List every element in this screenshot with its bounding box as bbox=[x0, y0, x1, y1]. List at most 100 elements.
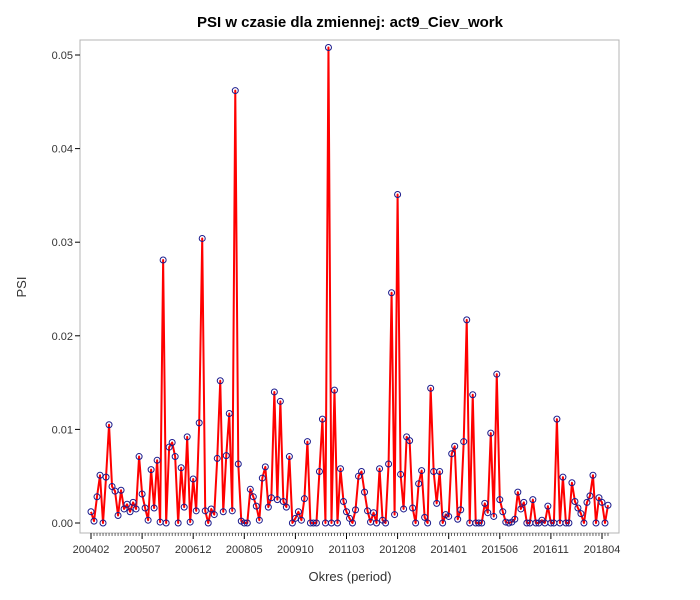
psi-data-point bbox=[276, 397, 284, 405]
psi-data-point bbox=[147, 466, 155, 474]
y-tick-label: 0.03 bbox=[52, 237, 73, 249]
psi-data-point bbox=[481, 499, 489, 507]
x-tick-label: 200402 bbox=[73, 544, 110, 556]
psi-data-point bbox=[409, 504, 417, 512]
psi-data-point bbox=[532, 519, 540, 527]
psi-data-point bbox=[96, 471, 104, 479]
chart-title: PSI w czasie dla zmiennej: act9_Ciev_wor… bbox=[197, 14, 504, 31]
psi-data-point bbox=[150, 504, 158, 512]
psi-data-point bbox=[544, 502, 552, 510]
psi-data-point bbox=[225, 409, 233, 417]
psi-data-point bbox=[291, 514, 299, 522]
psi-data-point bbox=[559, 473, 567, 481]
psi-data-point bbox=[448, 450, 456, 458]
psi-data-point bbox=[279, 497, 287, 505]
psi-data-point bbox=[478, 519, 486, 527]
psi-data-point bbox=[123, 500, 131, 508]
psi-data-point bbox=[505, 519, 513, 527]
psi-data-point bbox=[336, 465, 344, 473]
psi-data-point bbox=[496, 496, 504, 504]
psi-data-point bbox=[370, 509, 378, 517]
x-tick-label: 200612 bbox=[175, 544, 212, 556]
psi-data-point bbox=[303, 438, 311, 446]
psi-data-point bbox=[204, 519, 212, 527]
psi-data-point bbox=[234, 460, 242, 468]
psi-data-point bbox=[219, 508, 227, 516]
psi-data-point bbox=[282, 503, 290, 511]
plot-area: 0.00 0.01 0.02 0.03 0.04 0.05 200402 200507 2006… bbox=[52, 39, 620, 556]
psi-data-point bbox=[309, 519, 317, 527]
y-tick-label: 0.02 bbox=[52, 331, 73, 343]
psi-data-point bbox=[183, 433, 191, 441]
psi-data-point bbox=[523, 519, 531, 527]
psi-data-point bbox=[342, 508, 350, 516]
psi-data-point bbox=[547, 519, 555, 527]
psi-data-point bbox=[376, 465, 384, 473]
psi-data-point bbox=[264, 503, 272, 511]
psi-data-point bbox=[261, 463, 269, 471]
psi-data-point bbox=[285, 453, 293, 461]
psi-data-point bbox=[385, 460, 393, 468]
psi-data-point bbox=[300, 495, 308, 503]
psi-data-point bbox=[297, 516, 305, 524]
psi-data-point bbox=[568, 479, 576, 487]
y-tick-label: 0.00 bbox=[52, 518, 73, 530]
x-tick-label: 201401 bbox=[430, 544, 467, 556]
psi-data-point bbox=[246, 485, 254, 493]
x-tick-label: 200805 bbox=[226, 544, 263, 556]
psi-data-point bbox=[180, 503, 188, 511]
psi-data-point bbox=[475, 519, 483, 527]
psi-data-point bbox=[514, 488, 522, 496]
psi-data-point bbox=[324, 44, 332, 52]
psi-data-point bbox=[421, 513, 429, 521]
psi-data-point bbox=[553, 415, 561, 423]
psi-data-point bbox=[457, 506, 465, 514]
psi-data-point bbox=[604, 501, 612, 509]
psi-data-point bbox=[574, 504, 582, 512]
psi-data-point bbox=[195, 419, 203, 427]
psi-data-point bbox=[114, 512, 122, 520]
x-tick-label: 200910 bbox=[277, 544, 314, 556]
psi-data-point bbox=[129, 498, 137, 506]
psi-data-point bbox=[141, 504, 149, 512]
x-tick-label: 200507 bbox=[124, 544, 161, 556]
psi-data-point bbox=[601, 519, 609, 527]
psi-data-point bbox=[228, 507, 236, 515]
psi-data-point bbox=[391, 511, 399, 519]
psi-data-point bbox=[520, 498, 528, 506]
psi-data-point bbox=[463, 316, 471, 324]
psi-series-line bbox=[90, 46, 609, 524]
psi-data-point bbox=[333, 519, 341, 527]
psi-data-point bbox=[400, 505, 408, 513]
psi-data-point bbox=[132, 505, 140, 513]
psi-data-point bbox=[361, 488, 369, 496]
psi-data-point bbox=[424, 519, 432, 527]
psi-data-point bbox=[105, 421, 113, 429]
psi-data-point bbox=[117, 486, 125, 494]
x-tick-label: 201208 bbox=[379, 544, 416, 556]
psi-data-point bbox=[484, 509, 492, 517]
psi-data-point bbox=[511, 515, 519, 523]
psi-data-point bbox=[517, 505, 525, 513]
psi-data-point bbox=[216, 377, 224, 385]
psi-data-point bbox=[339, 497, 347, 505]
psi-data-point bbox=[189, 475, 197, 483]
psi-data-point bbox=[267, 494, 275, 502]
x-tick-label: 201611 bbox=[533, 544, 569, 556]
y-axis-label: PSI bbox=[14, 277, 29, 298]
psi-data-point bbox=[318, 415, 326, 423]
psi-data-point bbox=[144, 516, 152, 524]
psi-data-point bbox=[571, 497, 579, 505]
psi-data-point bbox=[222, 452, 230, 460]
psi-data-point bbox=[583, 498, 591, 506]
x-tick-label: 201506 bbox=[481, 544, 518, 556]
psi-data-point bbox=[580, 519, 588, 527]
psi-data-point bbox=[445, 512, 453, 520]
psi-data-point bbox=[451, 442, 459, 450]
psi-data-point bbox=[258, 474, 266, 482]
psi-data-point bbox=[135, 453, 143, 461]
psi-data-point bbox=[592, 519, 600, 527]
psi-data-point bbox=[198, 234, 206, 242]
psi-data-point bbox=[589, 471, 597, 479]
psi-data-point bbox=[126, 508, 134, 516]
